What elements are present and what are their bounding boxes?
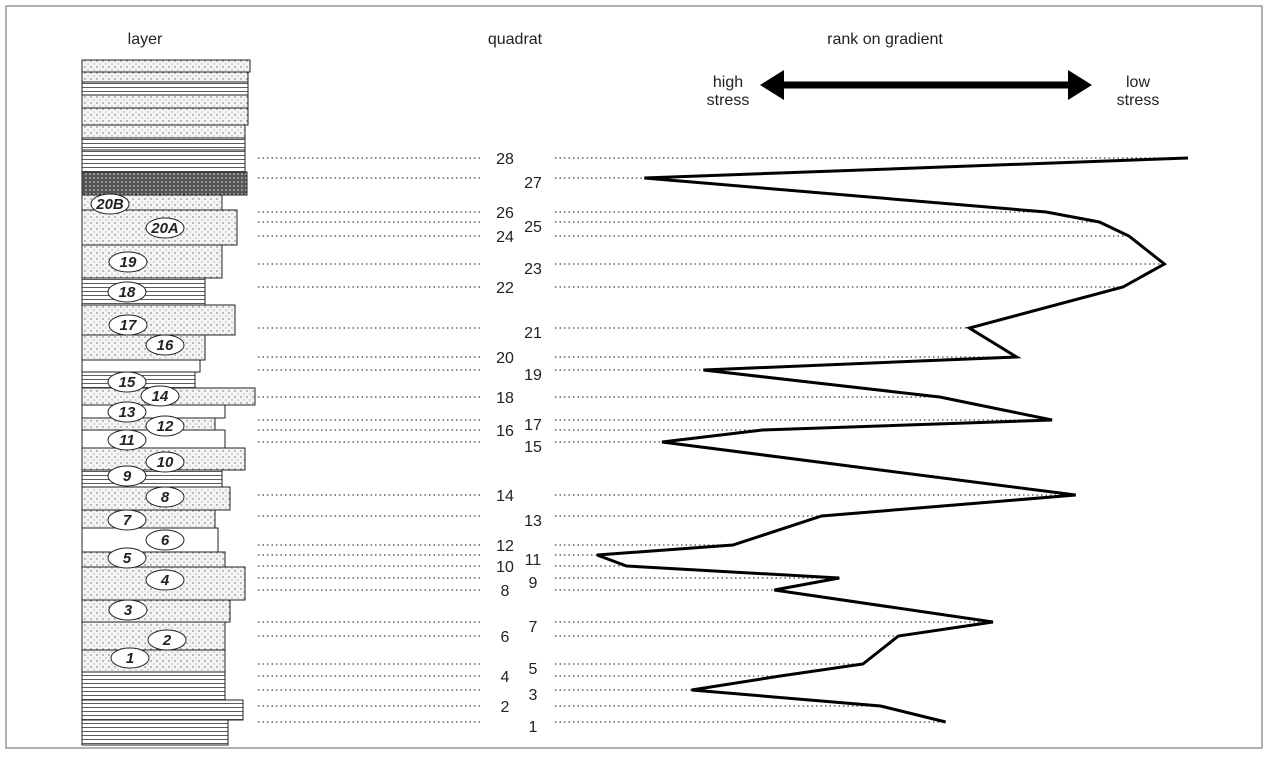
figure: 20B20A19181716151413121110987654321 laye… (0, 0, 1268, 771)
quadrat-label: 5 (529, 661, 538, 678)
rank-heading: rank on gradient (827, 31, 943, 48)
quadrat-label: 1 (529, 719, 538, 736)
quadrat-label: 18 (496, 390, 514, 407)
strat-band (82, 405, 225, 418)
strat-band (82, 138, 245, 150)
layer-label: 12 (157, 418, 174, 435)
strat-band (82, 125, 245, 138)
layer-label: 20A (150, 220, 179, 237)
strat-band (82, 305, 235, 335)
layer-label: 5 (123, 550, 132, 567)
layer-label: 20B (95, 196, 124, 213)
strat-band (82, 150, 245, 172)
strat-column: 20B 20A 19 18 17 16 15 14 13 12 11 10 9 8 7 6 5 4 3 2 1 (82, 60, 255, 745)
layer-label: 10 (157, 454, 174, 471)
layer-label: 1 (126, 650, 134, 667)
strat-band (82, 470, 222, 487)
layer-label: 17 (120, 317, 137, 334)
quadrat-label: 14 (496, 488, 514, 505)
strat-band (82, 245, 222, 278)
quadrat-label: 24 (496, 229, 514, 246)
layer-label: 2 (162, 632, 172, 649)
quadrat-label: 21 (524, 325, 542, 342)
layer-label: 8 (161, 489, 170, 506)
quadrat-label: 28 (496, 151, 514, 168)
quadrat-label: 2 (501, 699, 510, 716)
strat-band (82, 335, 205, 360)
quadrat-label: 13 (524, 513, 542, 530)
quadrat-label: 8 (501, 583, 510, 600)
layer-label: 3 (124, 602, 133, 619)
quadrat-label: 15 (524, 439, 542, 456)
quadrat-label: 27 (524, 175, 542, 192)
quadrat-label: 16 (496, 423, 514, 440)
quadrat-label: 6 (501, 629, 510, 646)
strat-band (82, 552, 225, 567)
high-label: stress (707, 92, 750, 109)
quadrat-label: 20 (496, 350, 514, 367)
layer-label: 18 (119, 284, 136, 301)
low-label: stress (1117, 92, 1160, 109)
high-label: high (713, 74, 743, 91)
quadrat-label: 4 (501, 669, 510, 686)
gradient-line (597, 158, 1188, 722)
strat-band (82, 172, 247, 195)
quadrat-label: 9 (529, 575, 538, 592)
layer-label: 7 (123, 512, 132, 529)
strat-band (82, 510, 215, 528)
arrow (760, 70, 1092, 100)
quadrat-label: 7 (529, 619, 538, 636)
layer-label: 4 (160, 572, 170, 589)
quadrat-label: 22 (496, 280, 514, 297)
low-label: low (1126, 74, 1150, 91)
strat-band (82, 360, 200, 372)
layer-label: 6 (161, 532, 170, 549)
strat-band (82, 672, 225, 700)
strat-band (82, 650, 225, 672)
quadrat-label: 10 (496, 559, 514, 576)
quadrat-heading: quadrat (488, 31, 543, 48)
quadrat-label: 25 (524, 219, 542, 236)
quadrat-label: 11 (525, 552, 542, 569)
strat-band (82, 60, 250, 72)
strat-band (82, 600, 230, 622)
strat-band (82, 720, 228, 745)
quadrat-label: 3 (529, 687, 538, 704)
layer-label: 16 (157, 337, 174, 354)
quadrat-label: 23 (524, 261, 542, 278)
quadrat-label: 19 (524, 367, 542, 384)
strat-band (82, 108, 248, 125)
layer-label: 13 (119, 404, 136, 421)
strat-band (82, 700, 243, 720)
layer-heading: layer (128, 31, 163, 48)
quadrat-label: 12 (496, 538, 514, 555)
layer-label: 11 (119, 432, 135, 449)
layer-label: 14 (152, 388, 169, 405)
layer-label: 15 (119, 374, 136, 391)
layer-label: 9 (123, 468, 132, 485)
quadrat-label: 17 (524, 417, 542, 434)
quadrat-label: 26 (496, 205, 514, 222)
strat-band (82, 82, 248, 95)
strat-band (82, 95, 248, 108)
strat-band (82, 72, 248, 82)
layer-label: 19 (120, 254, 137, 271)
